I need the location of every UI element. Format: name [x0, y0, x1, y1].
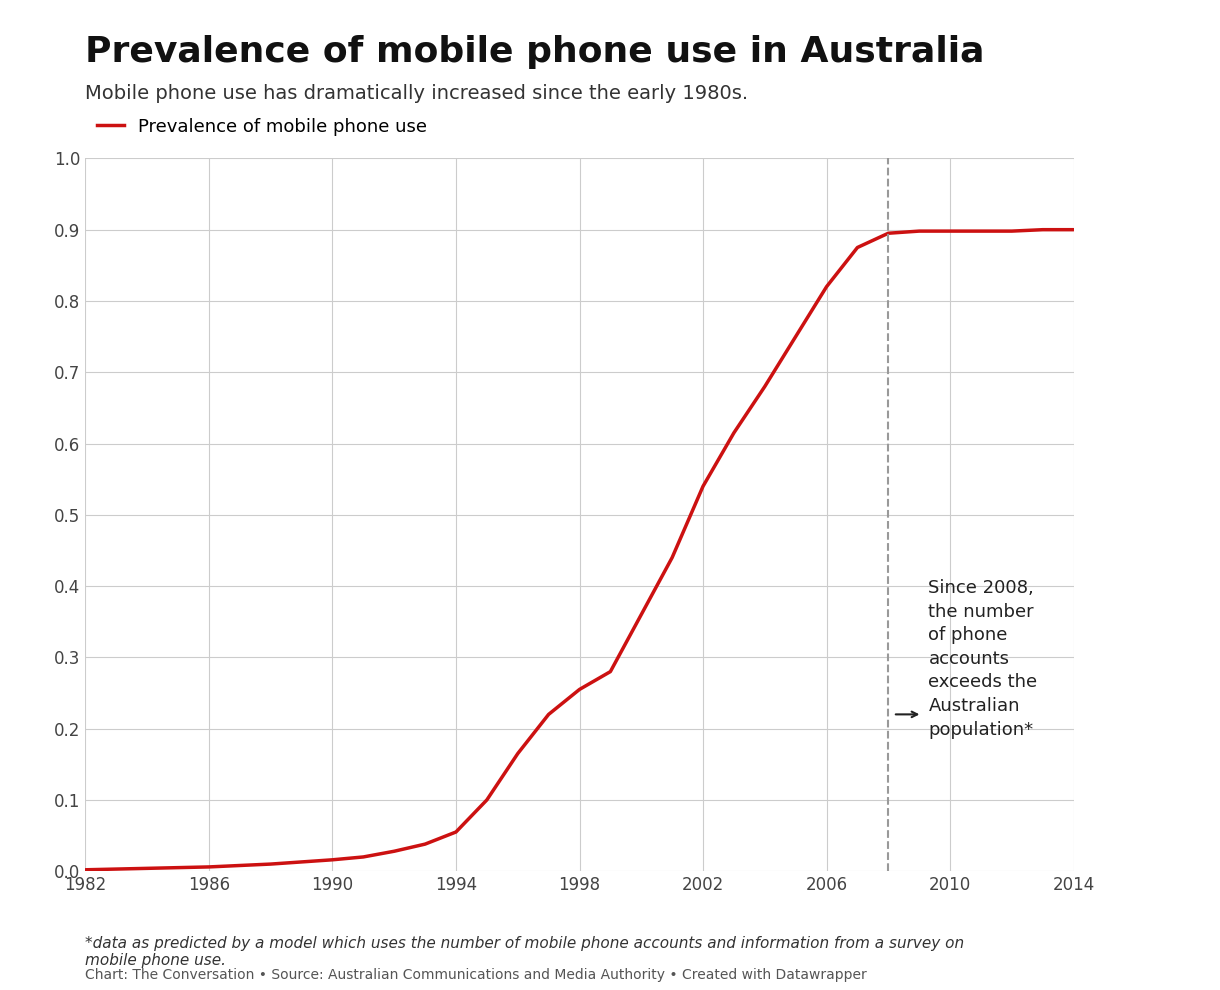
Text: Prevalence of mobile phone use in Australia: Prevalence of mobile phone use in Austra… — [85, 35, 985, 68]
Text: Since 2008,
the number
of phone
accounts
exceeds the
Australian
population*: Since 2008, the number of phone accounts… — [928, 579, 1037, 739]
Text: *data as predicted by a model which uses the number of mobile phone accounts and: *data as predicted by a model which uses… — [85, 936, 965, 968]
Text: Mobile phone use has dramatically increased since the early 1980s.: Mobile phone use has dramatically increa… — [85, 84, 749, 103]
Text: Chart: The Conversation • Source: Australian Communications and Media Authority : Chart: The Conversation • Source: Austra… — [85, 968, 867, 982]
Legend: Prevalence of mobile phone use: Prevalence of mobile phone use — [89, 111, 434, 143]
